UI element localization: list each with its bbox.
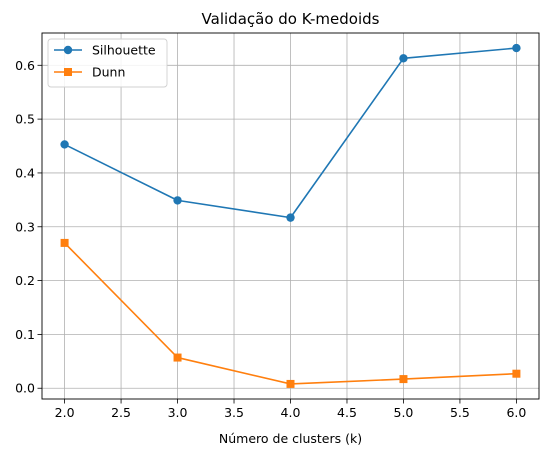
series-silhouette xyxy=(60,43,521,222)
legend-marker-silhouette xyxy=(63,45,73,55)
y-tick-label: 0.4 xyxy=(15,165,35,180)
y-tick-label: 0.3 xyxy=(15,219,35,234)
silhouette-point xyxy=(60,140,69,149)
y-tick-label: 0.2 xyxy=(15,273,35,288)
chart-title: Validação do K-medoids xyxy=(202,10,380,28)
x-tick-label: 3.0 xyxy=(168,405,188,420)
y-tick-label: 0.1 xyxy=(15,327,35,342)
dunn-point xyxy=(399,375,408,384)
x-axis-label: Número de clusters (k) xyxy=(219,431,362,446)
silhouette-point xyxy=(399,54,408,63)
x-tick-label: 4.5 xyxy=(337,405,357,420)
y-tick-label: 0.5 xyxy=(15,112,35,127)
silhouette-point xyxy=(173,196,182,205)
series-layer xyxy=(60,43,521,388)
silhouette-point xyxy=(286,213,295,222)
dunn-point xyxy=(512,369,521,378)
legend-label-silhouette: Silhouette xyxy=(92,43,156,58)
legend-item-silhouette: Silhouette xyxy=(54,43,156,58)
grid xyxy=(42,33,539,399)
dunn-point xyxy=(60,238,69,247)
x-tick-label: 6.0 xyxy=(506,405,526,420)
series-dunn xyxy=(60,238,521,388)
legend-box xyxy=(47,38,168,88)
legend-marker-dunn xyxy=(64,68,72,76)
x-tick-label: 5.5 xyxy=(450,405,470,420)
x-tick-label: 4.0 xyxy=(281,405,301,420)
x-tick-label: 5.0 xyxy=(394,405,414,420)
y-tick-label: 0.6 xyxy=(15,58,35,73)
x-tick-label: 2.5 xyxy=(111,405,131,420)
y-tick-label: 0.0 xyxy=(15,381,35,396)
legend: Silhouette Dunn xyxy=(47,38,168,88)
x-tick-label: 2.0 xyxy=(55,405,75,420)
legend-item-dunn: Dunn xyxy=(54,65,125,80)
silhouette-point xyxy=(512,43,521,53)
x-tick-label: 3.5 xyxy=(224,405,244,420)
dunn-point xyxy=(173,353,182,362)
ticks: 2.0 2.5 3.0 3.5 4.0 4.5 5.0 5.5 6.0 0.0 0.1 0.2 0.3 0… xyxy=(15,58,526,420)
legend-label-dunn: Dunn xyxy=(92,65,125,80)
dunn-point xyxy=(286,379,295,388)
